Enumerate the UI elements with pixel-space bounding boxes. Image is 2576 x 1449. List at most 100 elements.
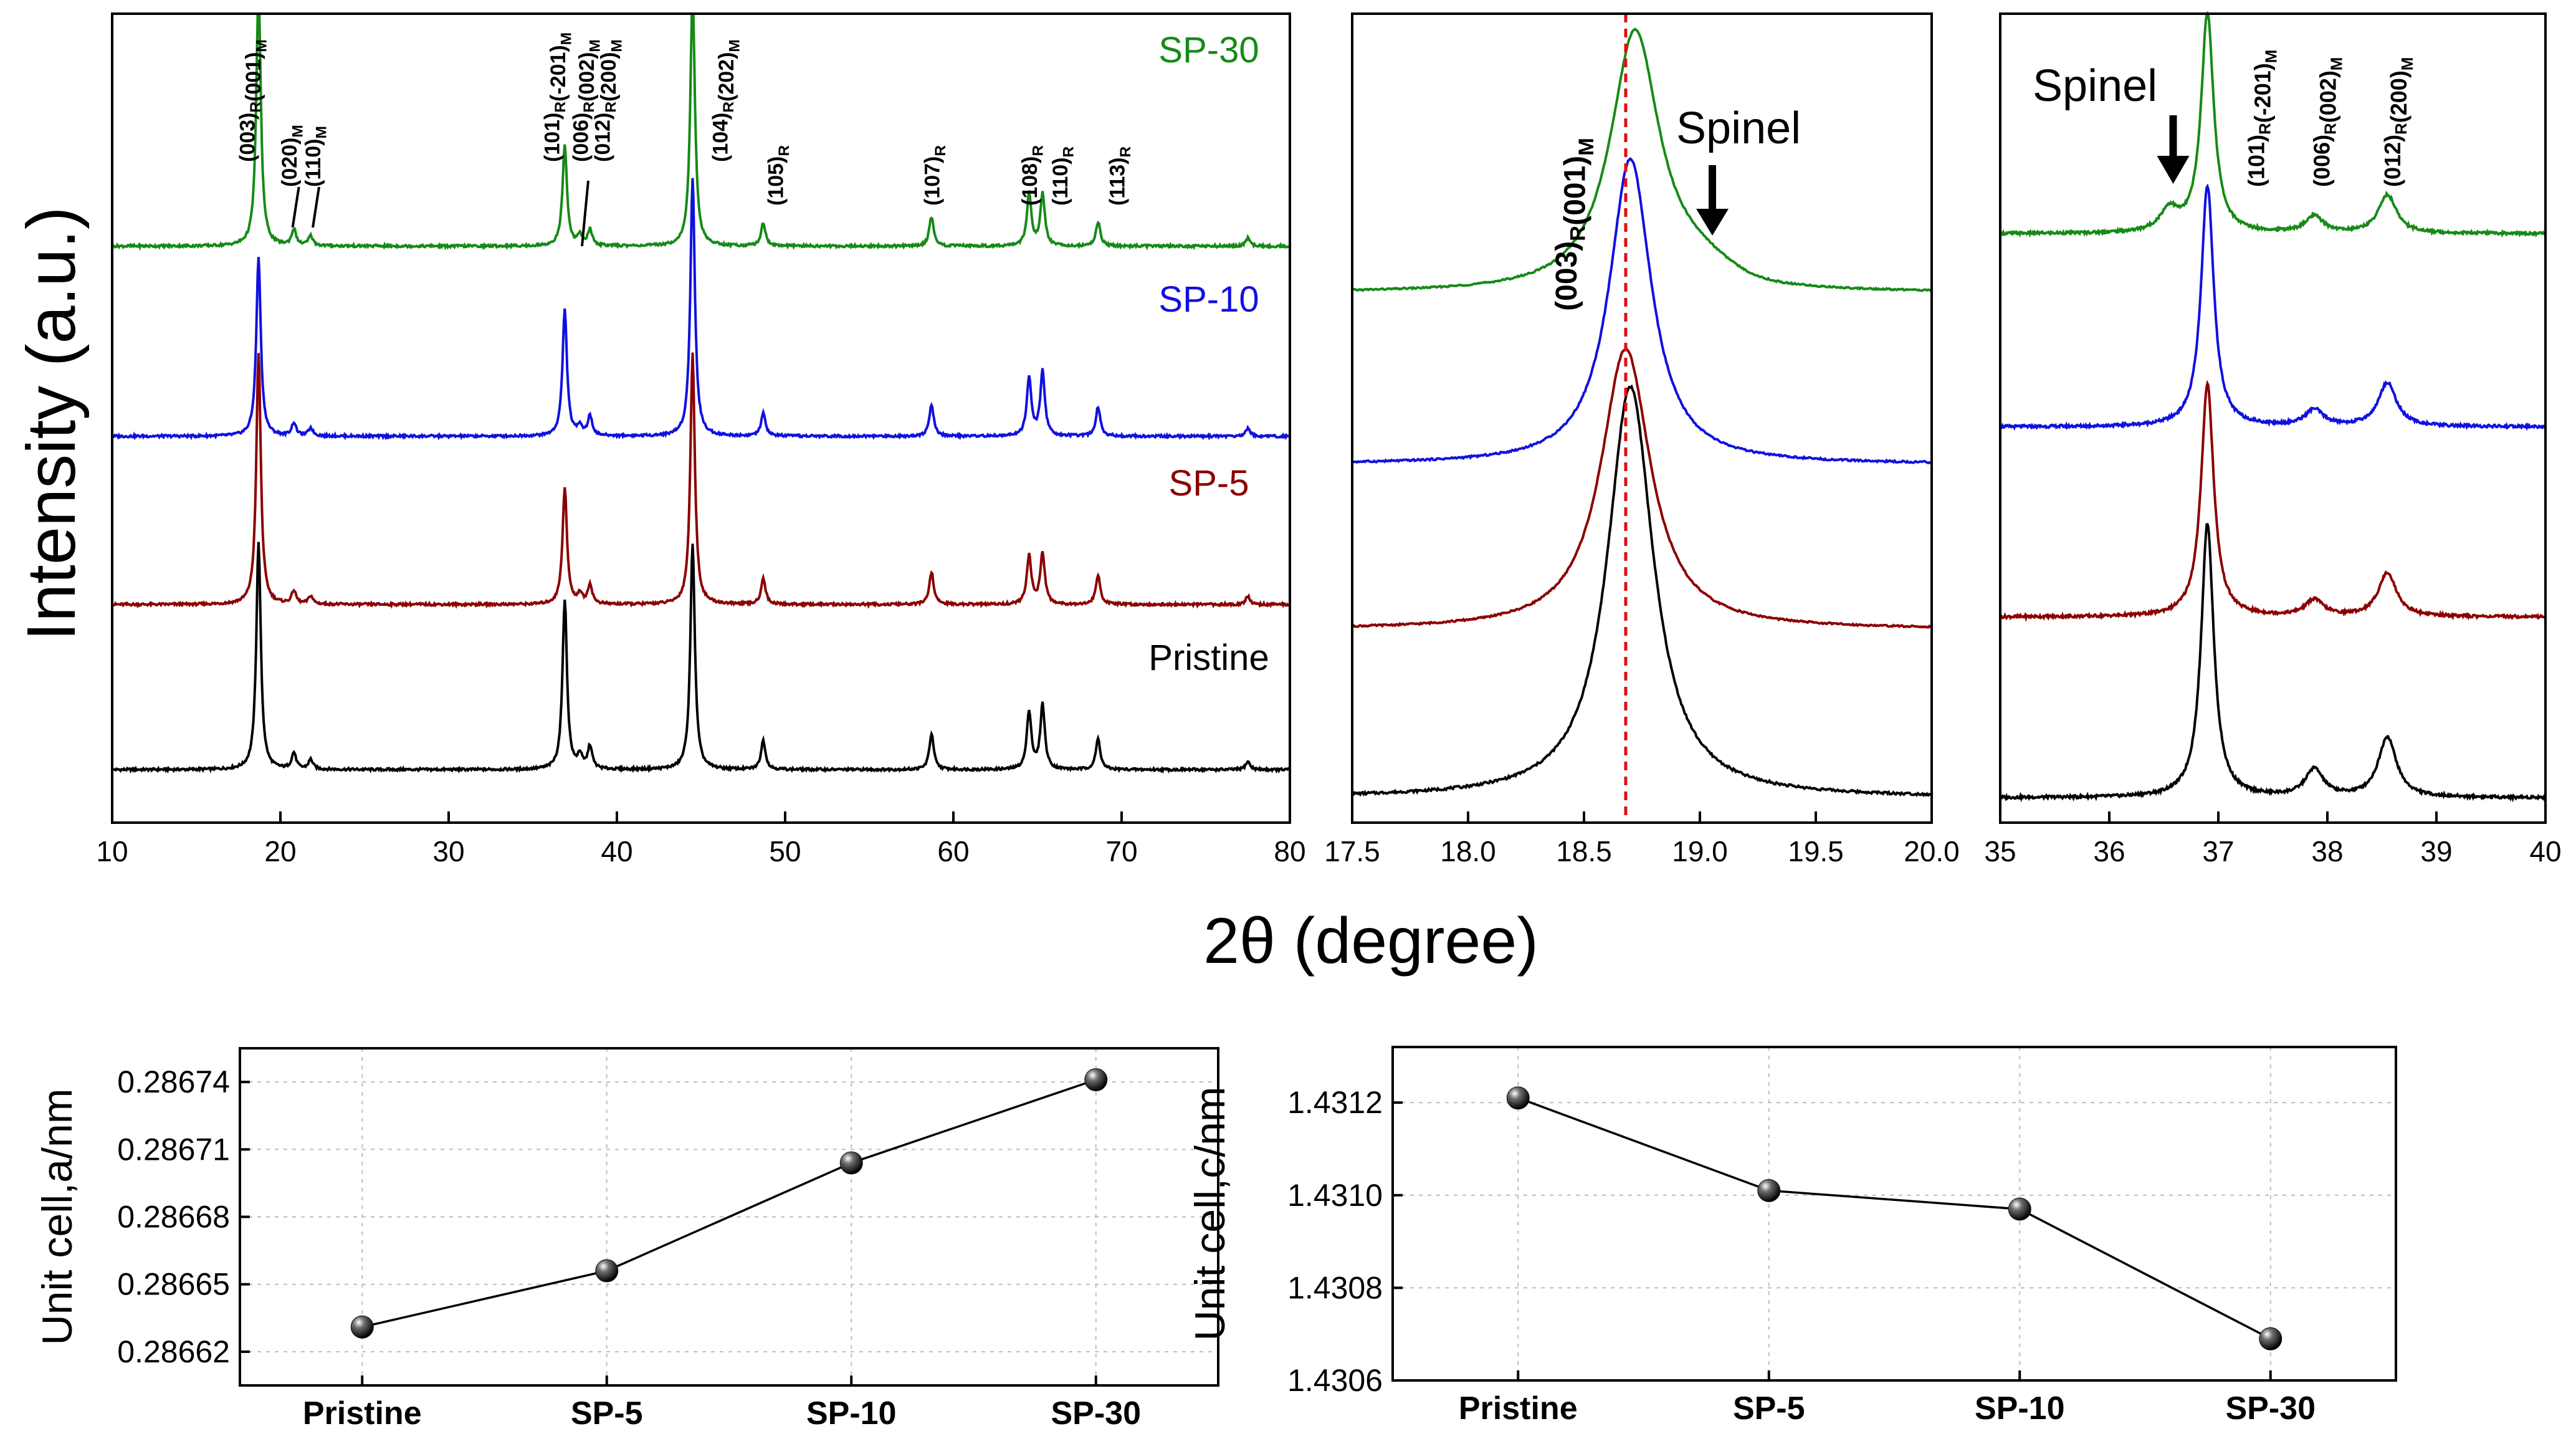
peak-label: (020)M: [278, 125, 307, 187]
x-tick-label: SP-10: [1975, 1390, 2065, 1427]
xrd-full-range-panel: 10 20 30 40 50 60 70 80 Intensity (a.u.) SP-30 SP-…: [13, 12, 1306, 868]
xrd-line-sp-5: [112, 352, 1290, 609]
y-tick-label: 1.4306: [1287, 1363, 1383, 1398]
x-tick-label: SP-5: [571, 1395, 643, 1432]
unit-cell-c-panel: 1.4306 1.4308 1.4310 1.4312 Pristine SP-5 SP-1…: [1186, 1046, 2397, 1427]
curve-label-sp-30: SP-30: [1158, 30, 1259, 70]
peak-arrow: [312, 186, 320, 228]
x-axis-label: 2θ (degree): [1203, 905, 1538, 977]
curve-label-sp-10: SP-10: [1158, 279, 1259, 320]
peak-label: (104)R(202)M: [708, 39, 743, 162]
x-tick-label: 60: [937, 835, 969, 868]
peak-label: (105)R: [765, 145, 793, 206]
zoom-line-pristine: [2000, 522, 2547, 803]
x-tick-label: Pristine: [1459, 1390, 1578, 1427]
x-tick-label: 37: [2202, 835, 2234, 868]
y-tick-label: 1.4312: [1287, 1085, 1383, 1120]
y-tick-label: 0.28671: [117, 1132, 230, 1167]
peak-label: (107)R: [921, 145, 950, 206]
xrd-line-sp-10: [112, 178, 1291, 441]
zoom-line-sp-5: [1351, 348, 1932, 629]
y-tick-label: 0.28665: [117, 1267, 230, 1302]
curve-label-sp-5: SP-5: [1169, 463, 1249, 504]
peak-label: (108)R: [1018, 145, 1047, 206]
spinel-arrow-head: [2157, 156, 2190, 184]
x-tick-label: 18.0: [1440, 835, 1496, 868]
x-tick-label: 38: [2311, 835, 2343, 868]
x-tick-label: 36: [2093, 835, 2125, 868]
unit-cell-a-panel: 0.28662 0.28665 0.28668 0.28671 0.28674 Prist…: [34, 1047, 1219, 1432]
peak-arrow: [291, 186, 300, 228]
y-tick-label: 1.4308: [1287, 1270, 1383, 1305]
peak-label: (101)R(-201)M: [540, 32, 575, 162]
x-tick-label: 10: [96, 835, 128, 868]
x-tick-label: 19.0: [1672, 835, 1728, 868]
x-tick-label: SP-30: [1051, 1395, 1141, 1432]
data-point: [1757, 1179, 1781, 1202]
x-tick-label: 30: [432, 835, 464, 868]
xrd-zoom-18-20-panel: 17.5 18.0 18.5 19.0 19.5 20.0 (003)R(001)M Spin…: [1324, 12, 1960, 868]
x-tick-label: 20.0: [1904, 835, 1960, 868]
data-point: [2259, 1327, 2283, 1351]
plot-frame: [1999, 12, 2547, 824]
spinel-label: Spinel: [2033, 61, 2157, 111]
x-tick-label: SP-10: [806, 1395, 897, 1432]
y-axis-label: Intensity (a.u.): [13, 207, 90, 641]
peak-label: (003)R(001)M: [1550, 138, 1598, 311]
plot-frame: [1351, 12, 1933, 824]
plot-frame: [1391, 1046, 2397, 1382]
zoom-line-sp-10: [2000, 183, 2547, 431]
zoom-line-sp-30: [1352, 27, 1932, 292]
peak-label: (113)R: [1106, 146, 1135, 206]
x-tick-label: SP-30: [2225, 1390, 2316, 1427]
data-line: [1517, 1097, 2271, 1340]
peak-label: (003)R(001)M: [236, 39, 270, 162]
data-point: [839, 1151, 863, 1175]
xrd-line-sp-30: [111, 14, 1291, 251]
x-tick-label: 20: [264, 835, 296, 868]
x-tick-label: 70: [1105, 835, 1137, 868]
spinel-label: Spinel: [1676, 103, 1801, 153]
y-tick-label: 0.28668: [117, 1200, 230, 1235]
xrd-line-pristine: [111, 542, 1291, 774]
spinel-arrow-head: [1696, 209, 1729, 236]
x-tick-label: 19.5: [1788, 835, 1844, 868]
xrd-zoom-35-40-panel: 35 36 37 38 39 40 (101)R(-201)M (006)R(002)M (01…: [1984, 11, 2562, 868]
x-tick-label: 40: [601, 835, 632, 868]
peak-arrow: [581, 180, 589, 247]
x-tick-label: SP-5: [1733, 1390, 1805, 1427]
curve-label-pristine: Pristine: [1148, 638, 1269, 678]
data-point: [1084, 1068, 1108, 1091]
y-tick-label: 0.28674: [117, 1064, 230, 1099]
y-tick-label: 0.28662: [117, 1334, 230, 1369]
x-tick-label: 40: [2529, 835, 2561, 868]
x-tick-label: 18.5: [1556, 835, 1612, 868]
peak-label: (101)R(-201)M: [2243, 50, 2280, 187]
data-point: [2008, 1197, 2031, 1221]
peak-label: (110)M: [302, 126, 330, 187]
shared-x-axis-label: 2θ (degree): [1203, 905, 1538, 977]
peak-label: (012)R(200)M: [591, 39, 625, 162]
x-tick-label: 17.5: [1324, 835, 1380, 868]
x-tick-label: 39: [2420, 835, 2452, 868]
x-tick-label: 80: [1274, 835, 1305, 868]
zoom-line-sp-5: [1999, 380, 2547, 623]
y-tick-label: 1.4310: [1287, 1178, 1383, 1213]
x-tick-label: Pristine: [303, 1395, 422, 1432]
plot-frame: [111, 12, 1291, 824]
peak-label: (006)R(002)M: [569, 39, 603, 162]
y-axis-label: Unit cell,c/nm: [1186, 1086, 1234, 1341]
peak-label: (012)R(200)M: [2380, 57, 2416, 187]
data-point: [350, 1315, 374, 1339]
zoom-line-sp-10: [1351, 156, 1932, 465]
y-axis-label: Unit cell,a/nm: [34, 1089, 81, 1346]
peak-label: (110)R: [1049, 146, 1077, 206]
data-point: [1506, 1086, 1530, 1110]
zoom-line-sp-30: [2000, 11, 2546, 238]
x-tick-label: 50: [769, 835, 801, 868]
peak-label: (006)R(002)M: [2309, 57, 2345, 187]
x-tick-label: 35: [1984, 835, 2016, 868]
data-point: [595, 1259, 619, 1283]
data-line: [361, 1078, 1097, 1328]
